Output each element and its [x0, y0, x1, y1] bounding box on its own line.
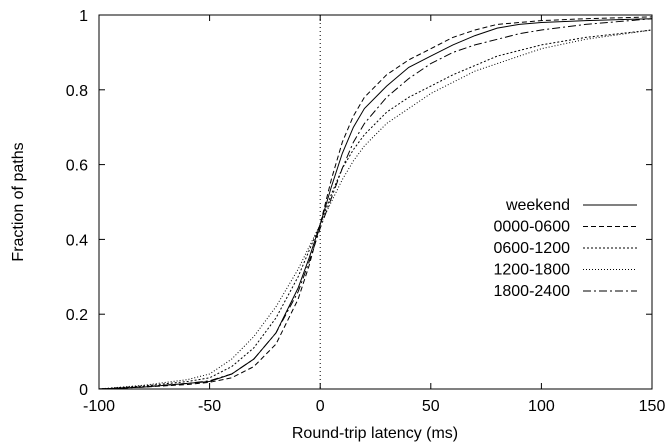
plot-frame: [98, 14, 653, 390]
legend-label: 0000-0600: [493, 219, 570, 236]
series-lines-group: [98, 16, 653, 390]
x-tick-label: 0: [316, 398, 325, 415]
series-line-1800-2400: [98, 18, 653, 390]
y-tick-label: 0.4: [66, 232, 88, 249]
y-tick-label: 0.2: [66, 307, 88, 324]
y-tick-label: 0: [79, 382, 88, 399]
series-line-0000-0600: [98, 16, 653, 390]
y-tick-label: 1: [79, 8, 88, 25]
x-tick-label: -50: [198, 398, 221, 415]
x-axis-label: Round-trip latency (ms): [292, 425, 458, 442]
legend-label: 1200-1800: [493, 262, 570, 279]
x-tick-label: 50: [422, 398, 440, 415]
y-axis-label: Fraction of paths: [10, 142, 27, 261]
legend: weekend 0000-0600 0600-1200 1200-1800 1800-2…: [493, 197, 637, 300]
x-tick-label: 100: [528, 398, 555, 415]
y-tick-label: 0.6: [66, 158, 88, 175]
legend-label: weekend: [505, 197, 570, 214]
y-tick-label: 0.8: [66, 83, 88, 100]
legend-label: 0600-1200: [493, 240, 570, 257]
series-line-1200-1800: [98, 29, 653, 390]
x-tick-label: -100: [83, 398, 115, 415]
x-tick-label: 150: [639, 398, 666, 415]
legend-label: 1800-2400: [493, 283, 570, 300]
plot-frame-group: [98, 14, 653, 390]
series-line-0600-1200: [98, 29, 653, 390]
ticks-group: -100 -50 0 50 100 150 0 0.2 0.4 0.6 0.8 1: [66, 8, 666, 415]
